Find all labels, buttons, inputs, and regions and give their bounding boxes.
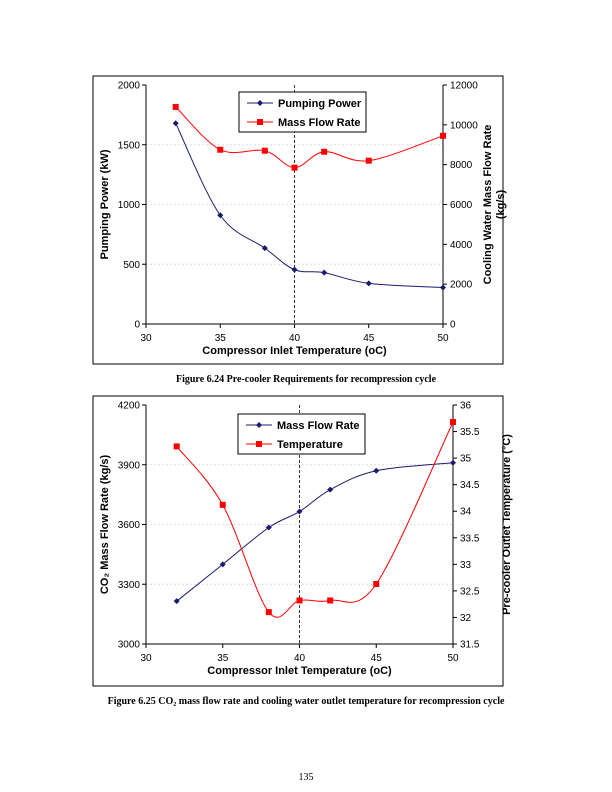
data-point [173, 443, 180, 450]
y2-tick-label: 36 [460, 401, 472, 412]
y-tick-label: 3900 [118, 460, 141, 471]
data-point [217, 146, 224, 153]
page-number: 135 [298, 772, 314, 783]
y-tick-label: 1000 [118, 200, 141, 211]
x-tick-label: 45 [363, 333, 375, 344]
y-axis-label: CO₂ Mass Flow Rate (kg/s) [99, 454, 111, 594]
x-tick-label: 40 [294, 653, 306, 664]
data-point [365, 280, 372, 287]
y-tick-label: 3300 [118, 580, 141, 591]
figure-caption-6-24: Figure 6.24 Pre-cooler Requirements for … [175, 374, 437, 385]
y2-tick-label: 35 [460, 454, 472, 465]
y-tick-label: 3000 [118, 640, 141, 651]
x-tick-label: 50 [447, 653, 459, 664]
data-point [365, 157, 372, 164]
legend-label: Mass Flow Rate [277, 420, 360, 432]
legend-label: Mass Flow Rate [278, 117, 361, 129]
legend-marker [256, 441, 262, 447]
x-tick-label: 30 [140, 333, 152, 344]
y2-tick-label: 10000 [450, 120, 478, 131]
data-point [321, 269, 328, 276]
data-point [296, 597, 303, 604]
y-tick-label: 4200 [118, 401, 141, 412]
data-point [440, 284, 446, 291]
y2-tick-label: 4000 [450, 240, 473, 251]
legend-marker [257, 100, 263, 106]
data-point [265, 524, 272, 531]
x-tick-label: 50 [437, 333, 449, 344]
y2-tick-label: 32 [460, 613, 472, 624]
y2-tick-label: 32.5 [460, 586, 480, 597]
data-point [450, 459, 456, 466]
data-point [265, 609, 272, 616]
y2-tick-label: 2000 [450, 280, 473, 291]
data-point [440, 132, 446, 139]
y-tick-label: 2000 [118, 81, 141, 92]
x-tick-label: 45 [371, 653, 383, 664]
y2-tick-label: 35.5 [460, 427, 480, 438]
y2-axis-label: Pre-cooler Outlet Temperature (°C) [501, 434, 513, 615]
y-tick-label: 1500 [118, 140, 141, 151]
legend-marker [256, 422, 262, 428]
y2-tick-label: 8000 [450, 160, 473, 171]
y2-axis-label: Cooling Water Mass Flow Rate [482, 125, 494, 285]
data-point [261, 147, 268, 154]
data-point [327, 597, 334, 604]
legend-marker [257, 119, 263, 125]
data-point [261, 245, 268, 252]
data-point [373, 580, 380, 587]
y2-tick-label: 12000 [450, 81, 478, 92]
figure-caption-6-25: Figure 6.25 CO₂ mass flow rate and cooli… [107, 696, 505, 707]
data-point [450, 418, 456, 425]
x-axis-label: Compressor Inlet Temperature (oC) [202, 345, 387, 357]
x-axis-label: Compressor Inlet Temperature (oC) [207, 665, 392, 677]
x-tick-label: 35 [217, 653, 229, 664]
data-point [373, 467, 380, 474]
data-point [219, 561, 226, 568]
y2-tick-label: 33.5 [460, 533, 480, 544]
y2-tick-label: 0 [450, 320, 456, 331]
y-tick-label: 0 [134, 320, 140, 331]
legend-box [238, 91, 367, 133]
data-point [291, 164, 298, 171]
data-point [296, 508, 303, 515]
y2-tick-label: 33 [460, 560, 472, 571]
y-tick-label: 3600 [118, 520, 141, 531]
x-tick-label: 30 [140, 653, 152, 664]
y2-axis-label: (kg/s) [495, 189, 507, 219]
data-point [172, 120, 179, 127]
y2-tick-label: 6000 [450, 200, 473, 211]
legend-label: Pumping Power [278, 98, 362, 110]
y-axis-label: Pumping Power (kW) [99, 149, 111, 259]
data-point [321, 148, 328, 155]
legend-label: Temperature [277, 439, 343, 451]
y-tick-label: 500 [123, 260, 140, 271]
data-point [217, 212, 224, 219]
x-tick-label: 35 [215, 333, 227, 344]
data-point [219, 501, 226, 508]
legend: Pumping Power Mass Flow Rate [238, 91, 367, 133]
y2-tick-label: 34 [460, 507, 472, 518]
data-point [327, 486, 334, 493]
y2-tick-label: 34.5 [460, 480, 480, 491]
x-tick-label: 40 [289, 333, 301, 344]
legend-box [237, 413, 366, 455]
data-point [172, 103, 179, 110]
data-point [291, 266, 298, 273]
y2-tick-label: 31.5 [460, 640, 480, 651]
legend: Mass Flow Rate Temperature [237, 413, 366, 455]
data-point [173, 598, 180, 605]
